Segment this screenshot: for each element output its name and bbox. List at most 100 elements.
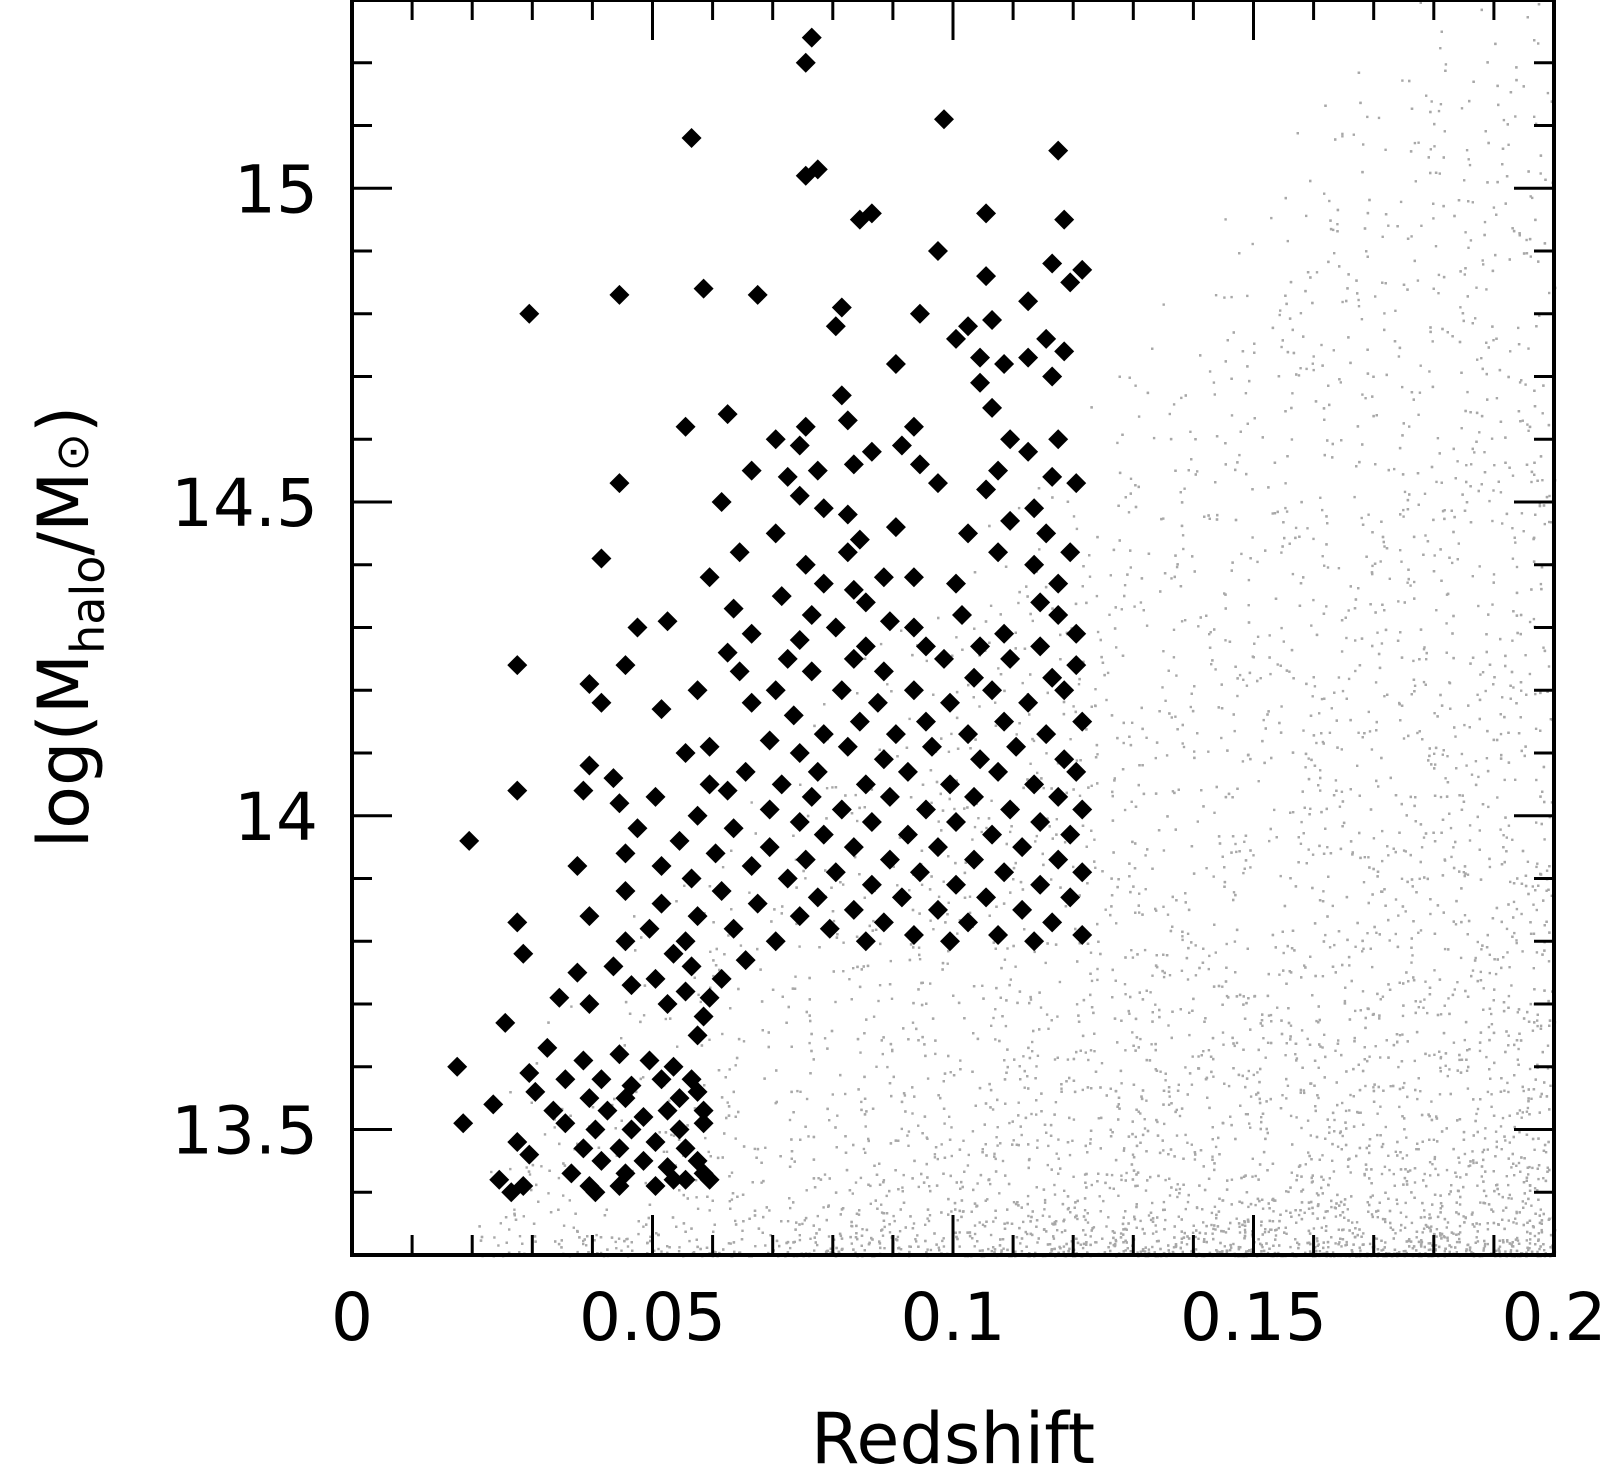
background-dot: [1443, 509, 1446, 512]
background-dot: [1069, 738, 1072, 741]
background-dot: [1468, 163, 1472, 167]
background-dot: [1384, 904, 1387, 907]
background-dot: [1267, 1230, 1270, 1234]
background-dot: [1127, 511, 1131, 514]
background-dot: [860, 1100, 863, 1104]
background-dot: [1176, 1089, 1180, 1092]
background-dot: [1162, 1200, 1166, 1204]
background-dot: [1015, 733, 1018, 736]
background-dot: [1330, 1199, 1333, 1203]
background-dot: [1384, 1241, 1387, 1244]
background-dot: [1134, 911, 1137, 914]
background-dot: [831, 1093, 834, 1096]
background-dot: [1212, 1227, 1215, 1231]
background-dot: [1300, 500, 1303, 504]
background-dot: [504, 1216, 508, 1219]
background-dot: [1517, 1047, 1520, 1051]
background-dot: [1058, 980, 1062, 984]
background-dot: [932, 928, 935, 931]
background-dot: [1380, 1172, 1384, 1176]
background-dot: [1291, 929, 1295, 932]
background-dot: [1331, 1159, 1334, 1162]
background-dot: [1434, 763, 1437, 766]
background-dot: [1124, 496, 1127, 499]
background-dot: [709, 950, 712, 953]
background-dot: [695, 1238, 698, 1241]
background-dot: [1422, 1006, 1425, 1009]
background-dot: [1108, 1186, 1112, 1190]
background-dot: [1538, 1214, 1541, 1217]
background-dot: [918, 953, 921, 957]
background-dot: [1291, 392, 1294, 395]
background-dot: [1467, 158, 1470, 161]
background-dot: [1012, 1139, 1015, 1142]
background-dot: [1379, 1105, 1382, 1108]
background-dot: [793, 1160, 796, 1163]
background-dot: [1435, 1235, 1438, 1238]
background-dot: [1519, 420, 1522, 423]
background-dot: [1501, 1218, 1504, 1221]
background-dot: [962, 1139, 965, 1142]
background-dot: [1361, 990, 1365, 993]
background-dot: [1404, 1201, 1407, 1205]
background-dot: [1089, 951, 1093, 954]
background-dot: [1260, 1116, 1263, 1119]
background-dot: [1334, 1242, 1337, 1245]
background-dot: [734, 1137, 737, 1140]
background-dot: [1025, 585, 1028, 588]
background-dot: [1299, 367, 1302, 370]
background-dot: [1372, 1089, 1376, 1093]
background-dot: [925, 659, 928, 663]
background-dot: [1468, 1164, 1472, 1167]
background-dot: [890, 997, 894, 1000]
background-dot: [1144, 854, 1147, 857]
background-dot: [1196, 820, 1199, 823]
background-dot: [883, 1247, 886, 1250]
background-dot: [1100, 1116, 1103, 1120]
background-dot: [1123, 584, 1127, 587]
background-dot: [1009, 978, 1012, 981]
background-dot: [1507, 143, 1510, 146]
background-dot: [1077, 683, 1081, 686]
background-dot: [1539, 691, 1542, 695]
background-dot: [1046, 1163, 1049, 1167]
background-dot: [936, 1157, 939, 1161]
background-dot: [1543, 949, 1546, 952]
background-dot: [995, 1136, 998, 1139]
background-dot: [1330, 1205, 1333, 1209]
background-dot: [1377, 116, 1381, 120]
background-dot: [1284, 1054, 1287, 1057]
background-dot: [878, 1162, 881, 1165]
background-dot: [666, 1251, 669, 1254]
background-dot: [1217, 835, 1221, 838]
background-dot: [1361, 393, 1364, 396]
background-dot: [976, 1182, 979, 1185]
background-dot: [1303, 1091, 1306, 1095]
background-dot: [1364, 1084, 1367, 1088]
background-dot: [1397, 914, 1400, 917]
background-dot: [1213, 1168, 1216, 1172]
background-dot: [1175, 674, 1178, 677]
background-dot: [1450, 1184, 1453, 1187]
background-dot: [649, 1239, 652, 1243]
background-dot: [1250, 1248, 1253, 1251]
background-dot: [886, 1065, 889, 1069]
background-dot: [1155, 909, 1158, 912]
background-dot: [889, 1142, 893, 1145]
background-dot: [762, 1179, 765, 1183]
background-dot: [1436, 1140, 1439, 1143]
background-dot: [1004, 565, 1008, 568]
background-dot: [1415, 1236, 1418, 1239]
background-dot: [1187, 908, 1191, 912]
background-dot: [1371, 564, 1374, 568]
background-dot: [1484, 1127, 1487, 1130]
background-dot: [1502, 1001, 1506, 1004]
background-dot: [1247, 1205, 1250, 1209]
background-dot: [907, 1144, 910, 1147]
background-dot: [996, 1126, 999, 1129]
background-dot: [1543, 800, 1546, 804]
background-dot: [1475, 1236, 1478, 1239]
background-dot: [1195, 1206, 1199, 1209]
background-dot: [1550, 894, 1553, 897]
background-dot: [1306, 1119, 1310, 1122]
